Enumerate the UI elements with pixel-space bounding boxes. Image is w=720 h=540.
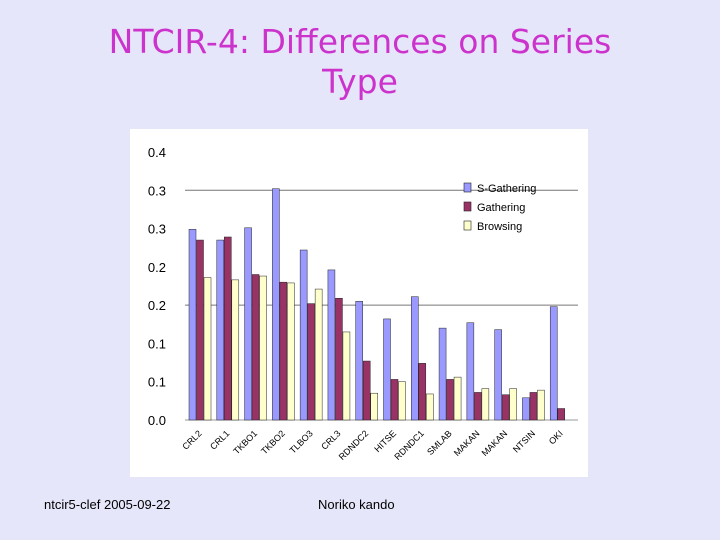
x-tick-label: OKI: [547, 428, 565, 446]
legend-swatch: [463, 220, 472, 231]
bar-gathering: [362, 360, 371, 421]
bar-gathering: [390, 379, 399, 421]
bar-gathering: [335, 298, 343, 421]
y-tick-label: 0.3: [148, 222, 166, 237]
bar-gathering: [251, 274, 260, 421]
y-tick-label: 0.3: [148, 183, 166, 198]
bar-browsing: [370, 392, 378, 421]
chart-panel: 0.0 0.1 0.1 0.2 0.2 0.3 0.3 0.4 CRL2 CRL1 TKBO1 TKB…: [130, 129, 588, 477]
x-tick-label: SMLAB: [425, 428, 454, 457]
x-tick-label: MAKAN: [452, 428, 482, 458]
x-tick-label: CRL1: [208, 428, 231, 451]
bar-gathering: [474, 392, 482, 421]
x-tick-label: TKBO1: [231, 428, 259, 456]
bar-browsing: [231, 279, 240, 421]
bar-s-gathering: [549, 306, 558, 421]
x-tick-label: HITSE: [372, 428, 398, 454]
bar-gathering: [307, 303, 315, 421]
slide-title: NTCIR-4: Differences on Series Type: [0, 22, 720, 102]
bar-browsing: [398, 381, 406, 421]
bar-s-gathering: [272, 188, 280, 421]
bar-gathering: [196, 239, 204, 421]
y-tick-label: 0.1: [148, 375, 166, 390]
legend-label: Gathering: [477, 202, 525, 214]
bar-browsing: [509, 388, 517, 421]
bar-gathering: [446, 379, 454, 421]
bar-browsing: [537, 389, 545, 421]
x-tick-label: MAKAN: [480, 428, 510, 458]
bar-browsing: [203, 277, 212, 421]
bar-chart: 0.0 0.1 0.1 0.2 0.2 0.3 0.3 0.4 CRL2 CRL1 TKBO1 TKB…: [148, 145, 578, 462]
bar-s-gathering: [244, 227, 252, 421]
y-tick-label: 0.0: [148, 413, 166, 428]
bar-s-gathering: [355, 301, 363, 421]
bar-gathering: [418, 363, 427, 421]
x-tick-label: NTSIN: [511, 428, 537, 454]
y-tick-label: 0.4: [148, 145, 166, 160]
y-tick-label: 0.2: [148, 260, 166, 275]
bar-browsing: [314, 288, 323, 421]
x-tick-label: TKBO2: [259, 428, 287, 456]
x-tick-label: CRL3: [319, 428, 342, 451]
bar-browsing: [453, 376, 462, 421]
bar-s-gathering: [383, 318, 391, 421]
title-line-2: Type: [322, 62, 398, 101]
bar-browsing: [342, 331, 351, 421]
legend-label: Browsing: [477, 221, 522, 233]
x-tick-label: RDNDC2: [337, 428, 371, 462]
bar-s-gathering: [327, 269, 336, 421]
bar-s-gathering: [299, 249, 308, 421]
x-tick-label: CRL2: [180, 428, 203, 451]
bar-gathering: [557, 408, 565, 421]
bar-browsing: [287, 282, 295, 421]
bar-gathering: [529, 392, 538, 421]
bar-gathering: [224, 236, 232, 421]
bar-s-gathering: [522, 397, 530, 421]
y-tick-label: 0.2: [148, 298, 166, 313]
title-line-1: NTCIR-4: Differences on Series: [108, 22, 612, 61]
bar-s-gathering: [188, 229, 197, 421]
x-tick-label: TLBO3: [288, 428, 315, 455]
y-tick-label: 0.1: [148, 336, 166, 351]
bar-gathering: [501, 394, 510, 421]
bar-s-gathering: [216, 239, 225, 421]
legend-swatch: [463, 182, 472, 193]
footer-center: Noriko kando: [318, 497, 395, 512]
bar-browsing: [259, 275, 267, 421]
bar-s-gathering: [466, 322, 475, 421]
footer-left: ntcir5-clef 2005-09-22: [44, 497, 171, 512]
bar-gathering: [279, 281, 288, 421]
bar-s-gathering: [438, 327, 447, 421]
bar-browsing: [481, 388, 490, 421]
bar-s-gathering: [411, 296, 419, 421]
legend-swatch: [463, 201, 472, 212]
x-tick-label: RDNDC1: [392, 428, 426, 462]
bar-s-gathering: [494, 329, 502, 421]
legend-label: S-Gathering: [477, 183, 536, 195]
bar-browsing: [426, 393, 434, 421]
